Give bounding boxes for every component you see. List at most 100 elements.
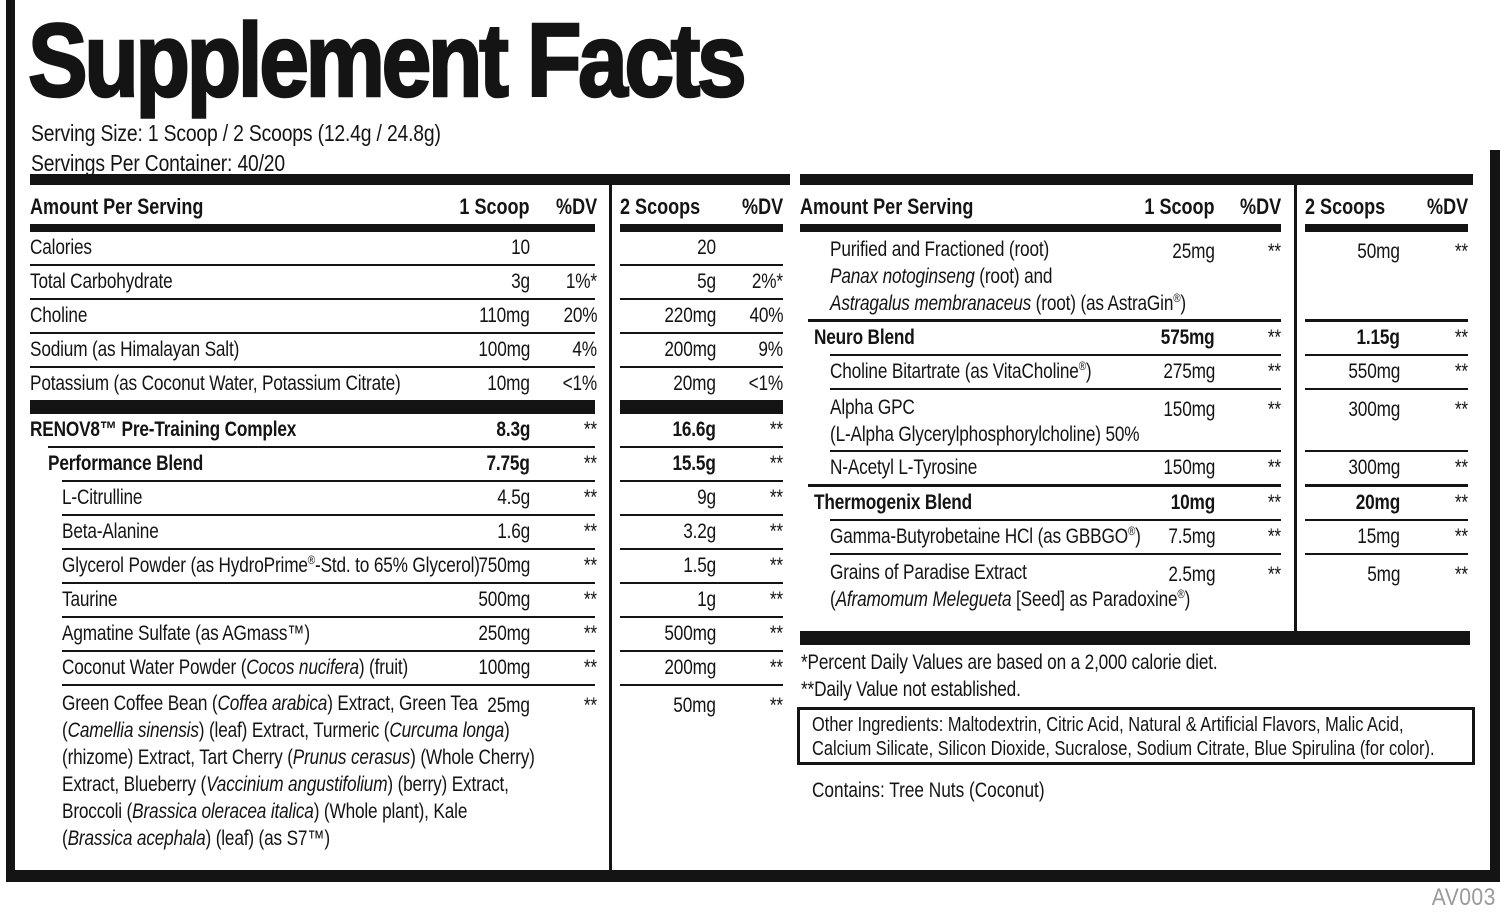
table-header-row: Amount Per Serving 1 Scoop %DV 2 Scoops %DV	[30, 185, 790, 224]
ingredient-name: Glycerol Powder (as HydroPrime®-Std. to …	[62, 553, 790, 577]
amount-2scoops: 9g	[697, 486, 716, 509]
amount-1scoop: 4.5g	[497, 486, 530, 509]
rule-segment	[808, 319, 1281, 322]
dv-2scoops: **	[1454, 491, 1468, 514]
ingredient-row: Performance Blend 7.75g ** 15.5g **	[30, 448, 790, 480]
ingredient-name-line: Neuro Blend	[814, 326, 915, 349]
ingredient-name-line: Extract, Blueberry (Vaccinium angustifol…	[62, 773, 509, 796]
header-underline	[800, 224, 1490, 232]
section-divider-bar	[30, 400, 790, 414]
amount-1scoop: 1.6g	[497, 520, 530, 543]
ingredient-name-line: Potassium (as Coconut Water, Potassium C…	[30, 372, 401, 395]
amount-2scoops: 500mg	[664, 622, 716, 645]
ingredient-name: Agmatine Sulfate (as AGmass™)	[62, 623, 790, 645]
ingredient-row: Sodium (as Himalayan Salt) 100mg 4% 200mg 9%	[30, 334, 790, 366]
ingredient-name-line: Broccoli (Brassica oleracea italica) (Wh…	[62, 800, 468, 823]
rule-segment	[620, 446, 783, 448]
rule-segment	[30, 224, 595, 232]
footnote-percent-dv: *Percent Daily Values are based on a 2,0…	[801, 651, 1218, 674]
amount-1scoop: 25mg	[487, 694, 531, 717]
ingredient-name-line: Glycerol Powder (as HydroPrime®-Std. to …	[62, 553, 480, 577]
ingredient-row: L-Citrulline 4.5g ** 9g **	[30, 482, 790, 514]
dv-2scoops: <1%	[748, 372, 784, 395]
amount-2scoops: 50mg	[1357, 240, 1401, 263]
amount-1scoop: 10	[511, 236, 530, 259]
dv-1scoop: **	[583, 486, 597, 509]
rule-segment	[30, 366, 595, 368]
ingredient-row: Beta-Alanine 1.6g ** 3.2g **	[30, 516, 790, 548]
rule-segment	[620, 582, 783, 584]
ingredient-row: Calories 10 20	[30, 232, 790, 264]
dv-1scoop: **	[583, 418, 597, 441]
rule-segment	[62, 616, 595, 618]
rule-segment	[1305, 319, 1468, 322]
amount-2scoops: 200mg	[664, 656, 716, 679]
dv-2scoops: **	[1454, 456, 1468, 479]
ingredient-name-line: Performance Blend	[48, 452, 204, 475]
amount-1scoop: 500mg	[478, 588, 530, 611]
ingredient-row: Coconut Water Powder (Cocos nucifera) (f…	[30, 652, 790, 684]
label-border-left	[6, 0, 15, 882]
ingredient-row: Taurine 500mg ** 1g **	[30, 584, 790, 616]
ingredient-name: Grains of Paradise Extract (Aframomum Mel…	[830, 559, 1490, 613]
footnote-divider-bar	[800, 631, 1490, 645]
dv-1scoop: **	[1267, 326, 1281, 349]
column-header-dv2: %DV	[741, 194, 783, 219]
amount-2scoops: 1.5g	[683, 554, 716, 577]
nutrition-table-left: Amount Per Serving 1 Scoop %DV 2 Scoops %DV C…	[30, 174, 790, 870]
rule-segment	[1305, 224, 1468, 232]
ingredient-name: N-Acetyl L-Tyrosine	[830, 457, 1490, 479]
amount-1scoop: 150mg	[1163, 456, 1215, 479]
dv-2scoops: **	[769, 588, 783, 611]
column-header-1scoop: 1 Scoop	[459, 194, 530, 219]
row-rule	[800, 450, 1490, 452]
dv-2scoops: **	[769, 622, 783, 645]
row-rule	[30, 264, 790, 266]
amount-2scoops: 550mg	[1348, 360, 1400, 383]
rule-segment	[830, 519, 1281, 521]
column-divider	[1294, 174, 1297, 633]
ingredient-name: Neuro Blend	[814, 327, 1490, 349]
ingredient-name-line: Total Carbohydrate	[30, 270, 173, 293]
rule-segment	[30, 174, 790, 185]
ingredient-name: Choline	[30, 305, 790, 327]
dv-1scoop: **	[1267, 491, 1281, 514]
amount-2scoops: 20mg	[673, 372, 717, 395]
ingredient-name-line: N-Acetyl L-Tyrosine	[830, 456, 978, 479]
rule-segment	[800, 631, 1470, 645]
dv-1scoop: **	[583, 452, 597, 475]
dv-2scoops: **	[769, 656, 783, 679]
amount-1scoop: 2.5mg	[1167, 563, 1215, 586]
dv-1scoop: **	[1267, 525, 1281, 548]
rule-segment	[830, 354, 1281, 356]
amount-2scoops: 15.5g	[672, 452, 716, 475]
rule-segment	[62, 650, 595, 652]
row-rule	[30, 514, 790, 516]
amount-1scoop: 100mg	[478, 656, 530, 679]
ingredient-name: Beta-Alanine	[62, 521, 790, 543]
rule-segment	[800, 174, 1473, 185]
ingredient-row: Green Coffee Bean (Coffea arabica) Extra…	[30, 686, 790, 854]
ingredient-name-line: Green Coffee Bean (Coffea arabica) Extra…	[62, 692, 478, 715]
ingredient-name: Thermogenix Blend	[814, 492, 1490, 514]
column-header-amount: Amount Per Serving	[30, 194, 204, 219]
amount-2scoops: 5mg	[1366, 563, 1400, 586]
other-ingredients-box: Other Ingredients: Maltodextrin, Citric …	[797, 707, 1475, 765]
rule-segment	[620, 480, 783, 482]
dv-2scoops: **	[1454, 360, 1468, 383]
ingredient-name: Coconut Water Powder (Cocos nucifera) (f…	[62, 657, 790, 679]
ingredient-name-line: Grains of Paradise Extract	[830, 561, 1027, 584]
dv-2scoops: **	[769, 486, 783, 509]
rule-segment	[30, 400, 595, 414]
other-ingredients-line: Calcium Silicate, Silicon Dioxide, Sucra…	[812, 737, 1435, 760]
rule-segment	[1305, 450, 1468, 452]
amount-1scoop: 8.3g	[496, 418, 530, 441]
dv-2scoops: **	[769, 452, 783, 475]
rule-segment	[30, 332, 595, 334]
rule-segment	[620, 650, 783, 652]
ingredient-row: Gamma-Butyrobetaine HCl (as GBBGO®) 7.5mg…	[800, 521, 1490, 553]
amount-2scoops: 5g	[697, 270, 716, 293]
row-rule	[30, 616, 790, 618]
rule-segment	[62, 582, 595, 584]
amount-2scoops: 300mg	[1348, 456, 1400, 479]
